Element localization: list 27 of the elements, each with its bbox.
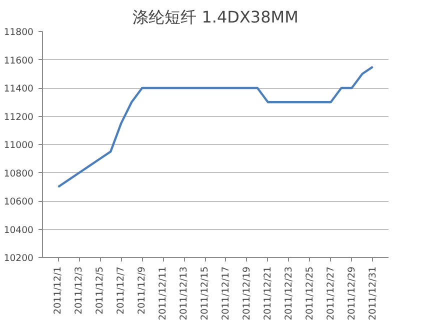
chart-title: 涤纶短纤 1.4DX38MM bbox=[132, 8, 298, 26]
x-tick-label: 2011/12/1 bbox=[52, 266, 64, 314]
y-tick-label: 11000 bbox=[4, 140, 34, 151]
x-tick-label: 2011/12/5 bbox=[94, 266, 106, 314]
x-tick-label: 2011/12/27 bbox=[325, 266, 336, 320]
y-tick-label: 10800 bbox=[4, 168, 34, 180]
y-tick-label: 11400 bbox=[4, 84, 34, 94]
x-tick-label: 2011/12/17 bbox=[220, 266, 232, 320]
x-tick-label: 2011/12/7 bbox=[116, 266, 127, 314]
x-tick-label: 2011/12/25 bbox=[304, 266, 316, 320]
x-tick-label: 2011/12/9 bbox=[136, 266, 148, 314]
y-tick-label: 11800 bbox=[4, 27, 34, 38]
x-tick-label: 2011/12/19 bbox=[241, 266, 252, 320]
x-tick-label: 2011/12/23 bbox=[283, 266, 294, 320]
x-tick-label: 2011/12/11 bbox=[158, 266, 169, 320]
y-tick-label: 10400 bbox=[4, 224, 34, 236]
x-tick-label: 2011/12/3 bbox=[74, 266, 85, 314]
x-tick-label: 2011/12/21 bbox=[262, 266, 274, 320]
y-tick-label: 11600 bbox=[4, 55, 34, 66]
y-tick-label: 10600 bbox=[4, 196, 34, 208]
x-tick-label: 2011/12/13 bbox=[178, 266, 190, 320]
y-tick-label: 10200 bbox=[4, 253, 34, 264]
x-tick-label: 2011/12/29 bbox=[346, 266, 358, 320]
y-tick-label: 11200 bbox=[4, 112, 34, 123]
line-series bbox=[57, 66, 374, 188]
x-tick-label: 2011/12/31 bbox=[367, 266, 378, 320]
x-tick-label: 2011/12/15 bbox=[200, 266, 211, 320]
